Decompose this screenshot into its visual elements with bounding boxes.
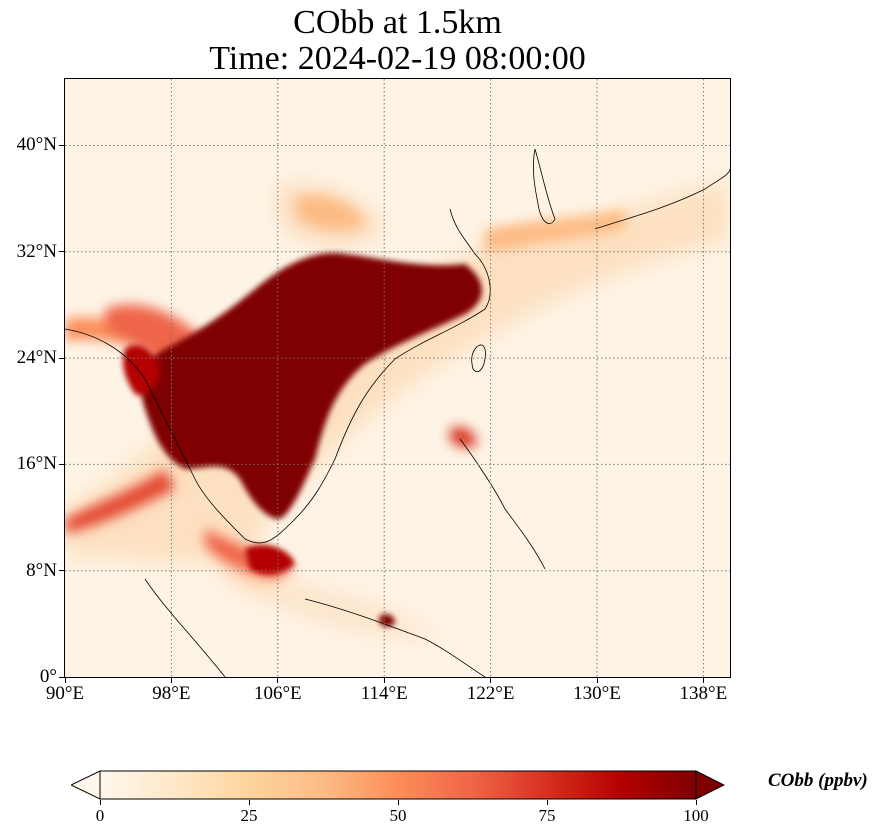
x-tick-label: 90°E — [45, 683, 85, 704]
x-tick-label: 106°E — [253, 683, 302, 704]
x-tick-mark — [277, 678, 279, 683]
x-tick-mark — [596, 678, 598, 683]
colorbar-extend-max — [695, 770, 725, 800]
colorbar-tick-label: 0 — [95, 806, 105, 825]
colorbar-tick-mark — [695, 800, 697, 805]
x-tick-label: 98°E — [152, 683, 191, 704]
x-tick-mark — [64, 678, 66, 683]
y-tick-label: 0° — [39, 666, 57, 687]
philippines-outline — [459, 438, 546, 570]
x-tick-mark — [383, 678, 385, 683]
colorbar-tick-label: 50 — [389, 806, 407, 825]
map-panel[interactable] — [64, 78, 731, 678]
gridlines — [65, 79, 730, 677]
colorbar-tick-mark — [248, 800, 250, 805]
colorbar-tick-mark — [397, 800, 399, 805]
x-tick-label: 122°E — [466, 683, 515, 704]
x-tick-mark — [170, 678, 172, 683]
colorbar-tick-mark — [99, 800, 101, 805]
x-tick-mark — [702, 678, 704, 683]
map-subtitle-time: Time: 2024-02-19 08:00:00 — [209, 40, 586, 77]
mainland-coastline — [65, 208, 491, 544]
colorbar-extend-min — [71, 770, 101, 800]
x-tick-label: 114°E — [360, 683, 408, 704]
colorbar-tick-label: 25 — [240, 806, 258, 825]
malay-peninsula-coastline — [144, 578, 226, 677]
core-plume-layer — [123, 253, 482, 627]
korea-outline — [532, 148, 556, 224]
y-tick-label: 8°N — [26, 559, 57, 581]
x-tick-label: 138°E — [679, 683, 728, 704]
x-tick-label: 130°E — [573, 683, 621, 704]
colorbar — [71, 770, 725, 800]
y-tick-mark — [59, 463, 64, 465]
y-tick-label: 32°N — [16, 240, 57, 262]
y-tick-mark — [59, 676, 64, 678]
y-tick-label: 16°N — [16, 453, 57, 475]
y-tick-mark — [59, 144, 64, 146]
map-canvas — [65, 79, 730, 677]
x-tick-mark — [490, 678, 492, 683]
y-tick-label: 24°N — [16, 347, 57, 369]
colorbar-gradient — [99, 770, 697, 800]
colorbar-tick-mark — [546, 800, 548, 805]
y-tick-mark — [59, 357, 64, 359]
borneo-coastline — [304, 598, 486, 677]
map-title: CObb at 1.5km — [293, 4, 502, 41]
japan-coastline — [594, 168, 730, 230]
y-tick-label: 40°N — [16, 134, 57, 156]
colorbar-tick-label: 75 — [538, 806, 556, 825]
colorbar-label: CObb (ppbv) — [768, 770, 868, 791]
colorbar-tick-label: 100 — [683, 806, 709, 825]
taiwan-outline — [471, 344, 486, 373]
coastlines — [65, 148, 730, 677]
y-tick-mark — [59, 570, 64, 572]
y-tick-mark — [59, 251, 64, 253]
